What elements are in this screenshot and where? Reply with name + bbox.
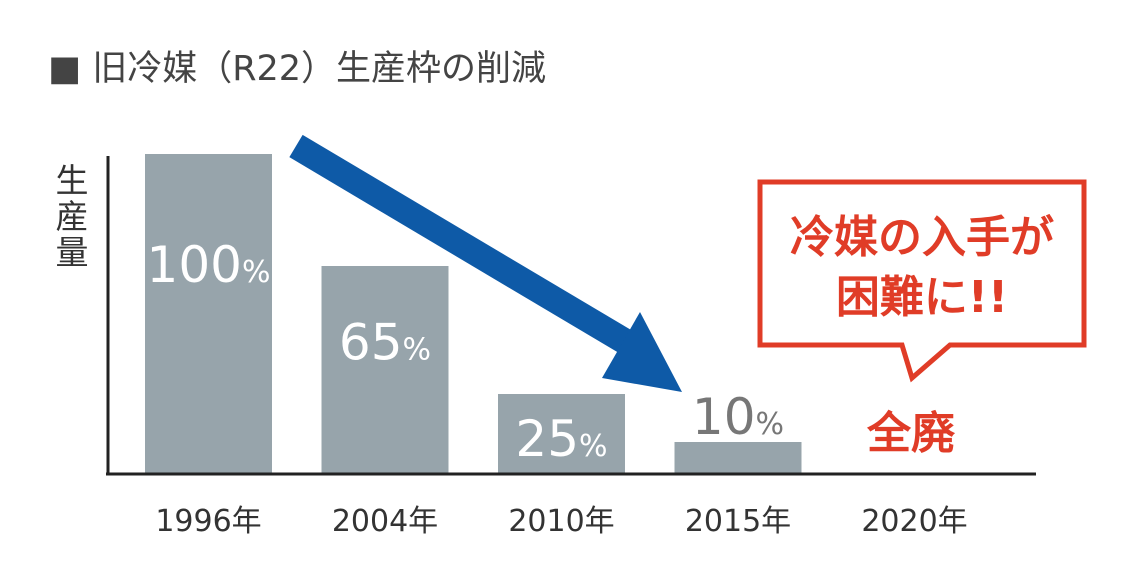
trend-arrow-head xyxy=(602,312,682,392)
callout-line-2: 困難に!! xyxy=(836,272,1008,323)
data-label-unit: % xyxy=(579,429,608,464)
y-axis-label-char: 産 xyxy=(56,197,89,236)
callout-line-1: 冷媒の入手が xyxy=(790,212,1054,263)
x-tick-2015年: 2015年 xyxy=(685,504,791,539)
y-axis-label: 生産量 xyxy=(56,161,89,272)
trend-arrow xyxy=(289,134,682,392)
y-axis-label-char: 生 xyxy=(56,161,89,200)
x-tick-2004年: 2004年 xyxy=(332,504,438,539)
data-label-2010年: 25% xyxy=(515,410,607,468)
chart-title: ■ 旧冷媒（R22）生産枠の削減 xyxy=(48,49,546,89)
y-axis-label-char: 量 xyxy=(56,233,89,272)
bar-1996年 xyxy=(145,154,272,474)
x-tick-2020年: 2020年 xyxy=(861,504,967,539)
bar-2004年 xyxy=(321,266,449,474)
callout-shape xyxy=(757,179,1087,383)
data-label-unit: % xyxy=(756,407,785,442)
bars xyxy=(145,154,802,474)
bar-2010年 xyxy=(498,394,625,474)
x-axis-ticks: 1996年 2004年 2010年 2015年 2020年 xyxy=(155,504,967,539)
data-label-unit: % xyxy=(242,255,271,290)
trend-arrow-shaft xyxy=(289,134,653,366)
bar-2015年 xyxy=(674,442,802,474)
x-tick-2010年: 2010年 xyxy=(508,504,614,539)
data-label-unit: % xyxy=(403,333,432,368)
callout-bubble: 冷媒の入手が 困難に!! xyxy=(757,179,1087,383)
data-label-2015年: 10% xyxy=(692,388,784,446)
abolished-label: 全廃 xyxy=(866,408,956,459)
x-tick-1996年: 1996年 xyxy=(155,504,261,539)
data-label-2004年: 65% xyxy=(339,314,431,372)
value-labels: 100%65%25%10% xyxy=(147,236,785,468)
